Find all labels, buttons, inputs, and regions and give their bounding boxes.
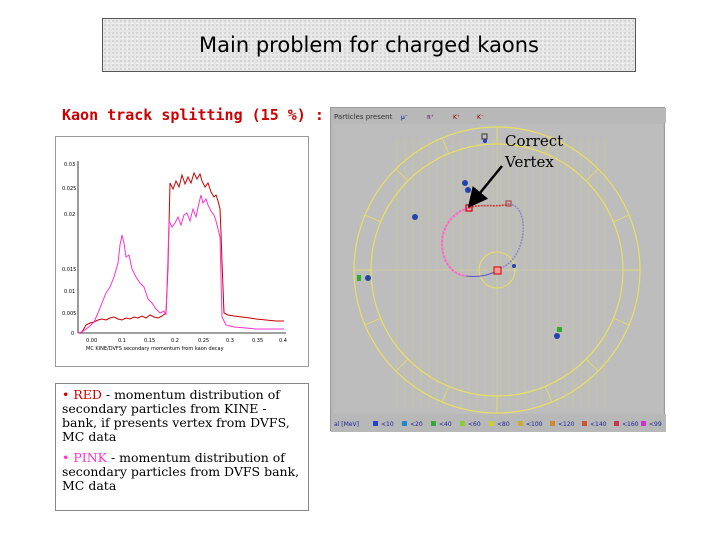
green-hit bbox=[557, 327, 562, 332]
energy-bin: <20 bbox=[410, 421, 423, 428]
detector-view: Particles present μ⁻ π⁺ K⁺ K⁻ bbox=[331, 108, 666, 432]
energy-bin: <160 bbox=[622, 421, 639, 428]
x-tick-label: 0.25 bbox=[198, 338, 209, 344]
hit-dot bbox=[554, 333, 560, 339]
energy-bin: <100 bbox=[526, 421, 543, 428]
x-axis-label: MC KINE/DVFS secondary momentum from kao… bbox=[86, 346, 224, 352]
hit-dot bbox=[462, 180, 468, 186]
y-tick-label: 0.025 bbox=[62, 186, 76, 192]
legend-title: Particles present bbox=[334, 113, 393, 121]
energy-bin: <60 bbox=[468, 421, 481, 428]
red-note-text: - momentum distribution of secondary par… bbox=[62, 387, 290, 444]
primary-vertex-marker bbox=[493, 266, 502, 275]
energy-swatch bbox=[489, 421, 494, 426]
y-tick-label: 0.02 bbox=[64, 212, 75, 218]
x-tick-label: 0.15 bbox=[144, 338, 155, 344]
x-tick-label: 0.00 bbox=[86, 338, 97, 344]
energy-swatch bbox=[550, 421, 555, 426]
histogram-plot: 0.03 0.025 0.02 0.015 0.01 0.005 0 0.00 … bbox=[62, 161, 287, 352]
energy-swatch bbox=[373, 421, 378, 426]
ring-segments bbox=[354, 127, 640, 413]
slide-title: Main problem for charged kaons bbox=[199, 33, 539, 57]
title-box: Main problem for charged kaons bbox=[102, 18, 636, 72]
energy-swatch bbox=[518, 421, 523, 426]
hit-dot bbox=[412, 214, 418, 220]
energy-swatch bbox=[614, 421, 619, 426]
legend-particle: π⁺ bbox=[427, 114, 434, 121]
energy-bin: <80 bbox=[497, 421, 510, 428]
hit-box bbox=[481, 133, 488, 140]
energy-bin: <10 bbox=[381, 421, 394, 428]
blue-track bbox=[500, 203, 525, 269]
hit-dot bbox=[465, 187, 471, 193]
red-histogram-line bbox=[77, 171, 284, 334]
energy-swatch bbox=[460, 421, 465, 426]
y-tick-label: 0 bbox=[71, 331, 74, 337]
energy-bin: <140 bbox=[590, 421, 607, 428]
green-hit bbox=[357, 275, 361, 281]
hit-dot bbox=[365, 275, 371, 281]
legend-particle: μ⁻ bbox=[401, 114, 408, 121]
red-note: • RED - momentum distribution of seconda… bbox=[62, 388, 302, 444]
x-tick-label: 0.1 bbox=[118, 338, 126, 344]
red-bullet: • RED bbox=[62, 387, 102, 402]
energy-swatch bbox=[582, 421, 587, 426]
correct-vertex-label: Correct Vertex bbox=[505, 132, 564, 171]
pink-histogram-line bbox=[77, 194, 284, 334]
hit-dot bbox=[512, 264, 516, 268]
legend-particle: K⁻ bbox=[477, 114, 484, 121]
x-tick-label: 0.4 bbox=[279, 338, 287, 344]
energy-swatch bbox=[402, 421, 407, 426]
x-ticks: 0.00 0.1 0.15 0.2 0.25 0.3 0.35 0.4 bbox=[86, 338, 287, 344]
beam-pipe bbox=[478, 251, 516, 289]
x-tick-label: 0.3 bbox=[226, 338, 234, 344]
energy-bin: <40 bbox=[439, 421, 452, 428]
pink-note: • PINK - momentum distribution of second… bbox=[62, 451, 302, 493]
notes-box: • RED - momentum distribution of seconda… bbox=[55, 383, 309, 511]
legend-bar bbox=[331, 108, 666, 123]
pink-track bbox=[441, 207, 470, 277]
energy-bin: <120 bbox=[558, 421, 575, 428]
pink-bullet: • PINK bbox=[62, 450, 107, 465]
energy-bar bbox=[331, 414, 666, 432]
y-tick-label: 0.015 bbox=[62, 267, 76, 273]
legend-particle: K⁺ bbox=[453, 114, 460, 121]
x-tick-label: 0.2 bbox=[171, 338, 179, 344]
y-tick-label: 0.03 bbox=[64, 162, 75, 168]
pink-note-text: - momentum distribution of secondary par… bbox=[62, 450, 300, 493]
slide-subtitle: Kaon track splitting (15 %) : bbox=[62, 106, 324, 124]
vertex-marker bbox=[505, 200, 512, 207]
energy-label: al [MeV] bbox=[334, 421, 359, 428]
hit-dot bbox=[483, 139, 487, 143]
y-tick-label: 0.01 bbox=[64, 289, 75, 295]
x-tick-label: 0.35 bbox=[252, 338, 263, 344]
energy-swatch bbox=[431, 421, 436, 426]
energy-bin: <99 bbox=[649, 421, 662, 428]
detector-grid bbox=[361, 130, 641, 410]
event-display: Particles present μ⁻ π⁺ K⁺ K⁻ bbox=[330, 107, 666, 432]
energy-swatch bbox=[641, 421, 646, 426]
histogram-panel: 0.03 0.025 0.02 0.015 0.01 0.005 0 0.00 … bbox=[55, 136, 309, 367]
y-ticks: 0.03 0.025 0.02 0.015 0.01 0.005 0 bbox=[62, 162, 76, 337]
y-tick-label: 0.005 bbox=[62, 311, 76, 317]
